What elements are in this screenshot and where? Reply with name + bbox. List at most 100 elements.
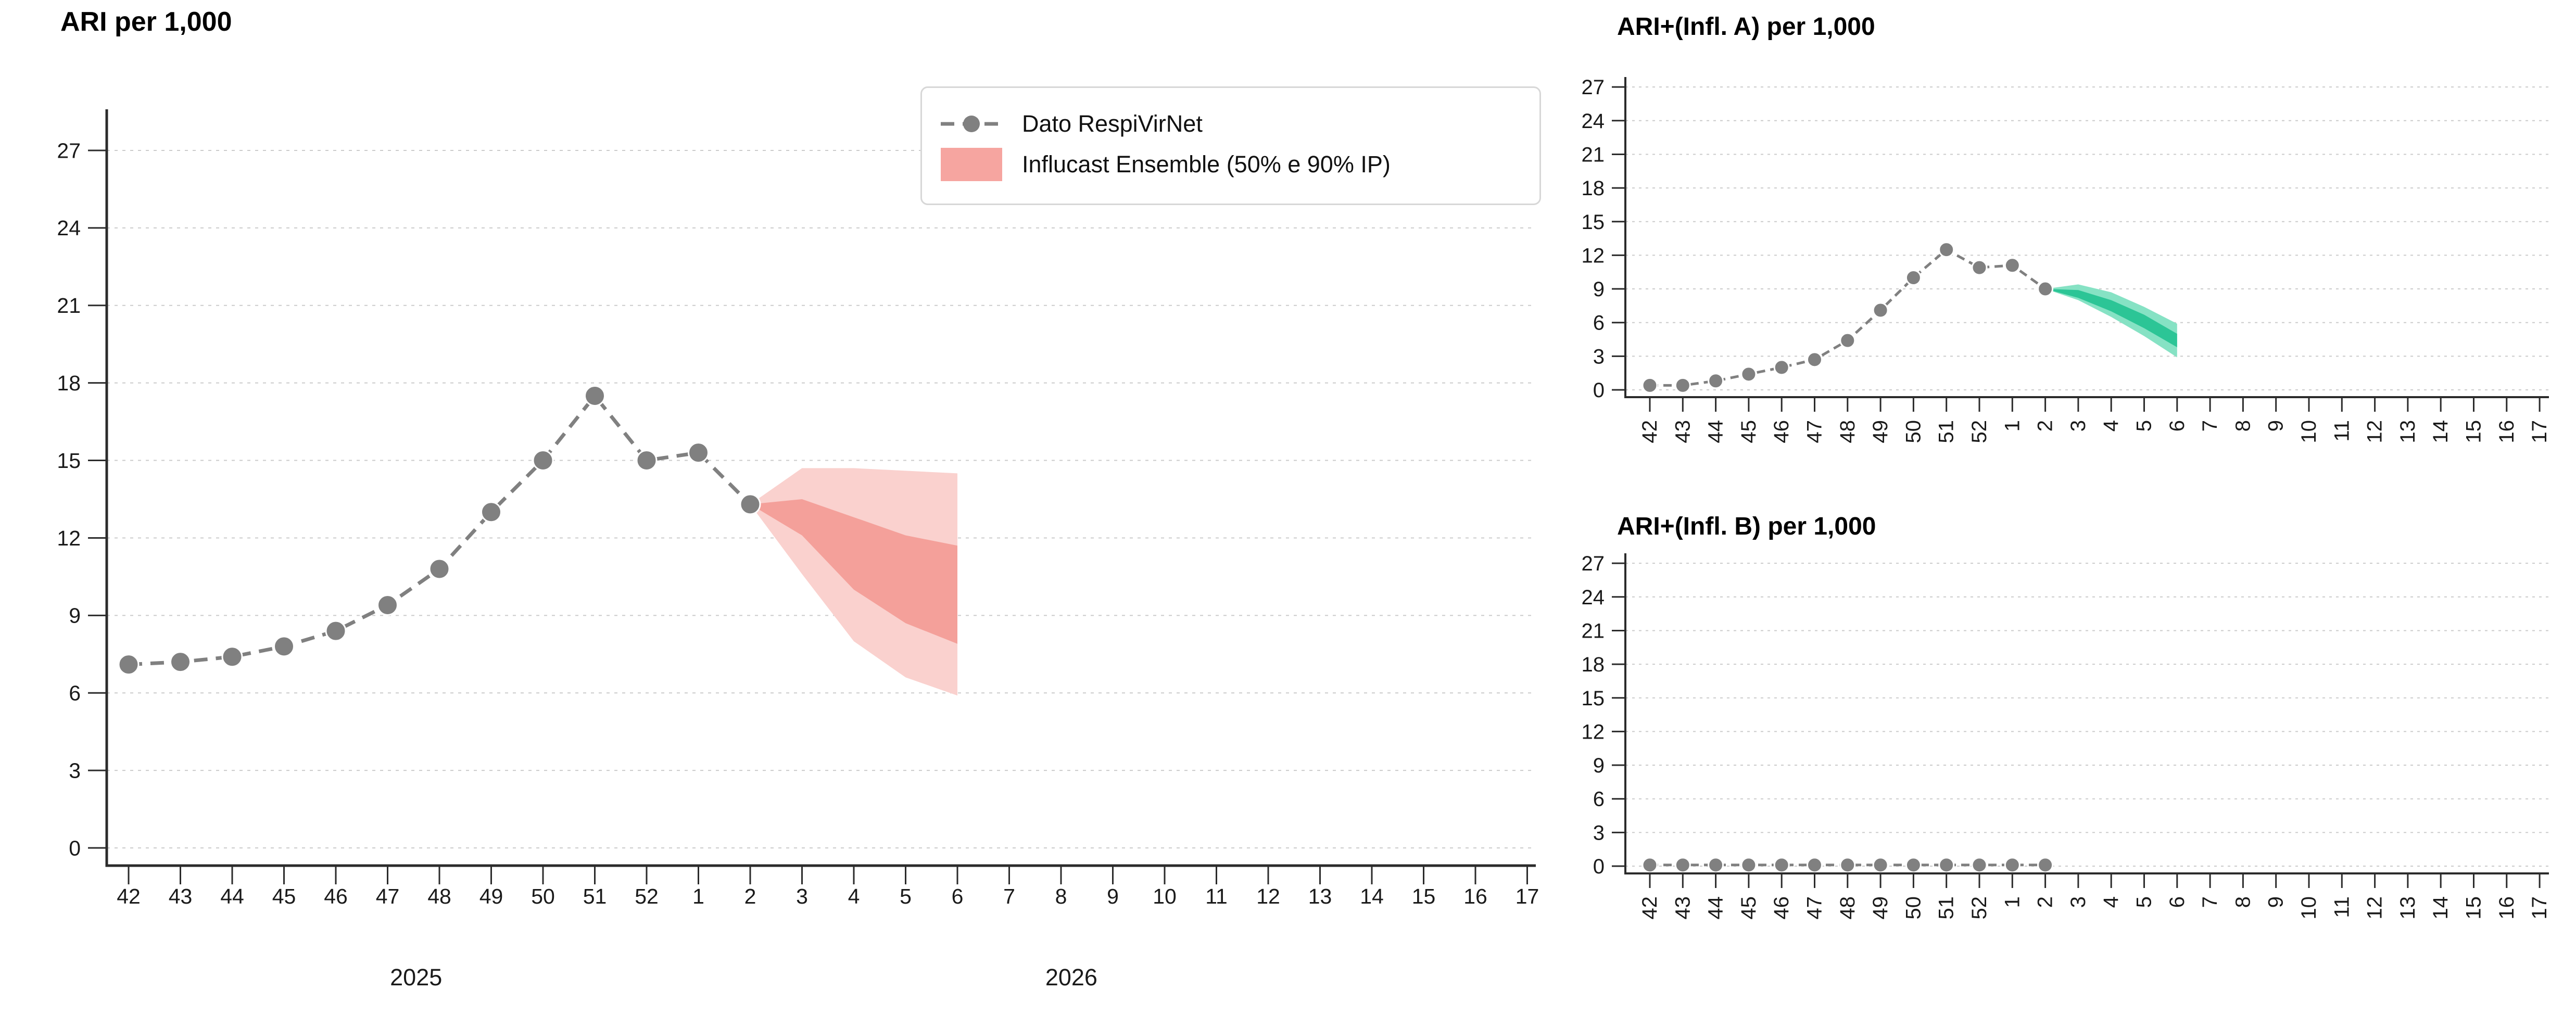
y-tick-label: 0 bbox=[69, 836, 81, 860]
data-point bbox=[1971, 259, 1988, 276]
y-tick-label: 6 bbox=[1593, 312, 1605, 335]
chart-title-ari: ARI per 1,000 bbox=[60, 7, 232, 37]
x-tick-label: 7 bbox=[1003, 884, 1015, 908]
x-tick-label: 42 bbox=[1638, 896, 1661, 920]
x-tick-label: 3 bbox=[796, 884, 808, 908]
legend-item-ensemble: Influcast Ensemble (50% e 90% IP) bbox=[940, 148, 1522, 181]
forecast-band-50 bbox=[2045, 289, 2177, 348]
y-tick-label: 9 bbox=[1593, 754, 1605, 777]
data-point bbox=[1674, 857, 1691, 873]
x-tick-label: 7 bbox=[2199, 896, 2221, 908]
data-point bbox=[1938, 857, 1955, 873]
x-tick-label: 4 bbox=[2100, 896, 2123, 908]
x-tick-label: 51 bbox=[1935, 420, 1958, 443]
x-tick-label: 11 bbox=[1205, 884, 1228, 908]
y-tick-label: 21 bbox=[57, 294, 81, 318]
data-point bbox=[1971, 857, 1988, 873]
x-tick-label: 14 bbox=[2429, 420, 2452, 443]
y-tick-label: 18 bbox=[57, 371, 81, 395]
data-point bbox=[636, 450, 658, 472]
x-tick-label: 46 bbox=[324, 884, 348, 908]
x-tick-label: 47 bbox=[1803, 420, 1826, 443]
x-tick-label: 50 bbox=[531, 884, 555, 908]
data-point bbox=[2037, 281, 2054, 297]
x-tick-label: 15 bbox=[2463, 420, 2485, 443]
data-point bbox=[584, 385, 605, 407]
x-tick-label: 43 bbox=[1671, 420, 1694, 443]
x-tick-label: 6 bbox=[952, 884, 964, 908]
data-point bbox=[273, 636, 295, 657]
x-tick-label: 51 bbox=[1935, 896, 1958, 920]
x-tick-label: 14 bbox=[2429, 896, 2452, 920]
data-point bbox=[221, 646, 243, 668]
x-tick-label: 17 bbox=[2528, 896, 2551, 920]
y-tick-label: 9 bbox=[69, 604, 81, 628]
x-tick-label: 6 bbox=[2166, 420, 2189, 432]
x-tick-label: 44 bbox=[1704, 896, 1727, 920]
data-point bbox=[1839, 332, 1856, 349]
data-point bbox=[2004, 857, 2021, 873]
x-tick-label: 3 bbox=[2067, 420, 2090, 432]
data-point bbox=[532, 450, 554, 472]
y-tick-label: 21 bbox=[1582, 619, 1605, 642]
data-point bbox=[1740, 857, 1757, 873]
x-tick-label: 8 bbox=[2231, 420, 2254, 432]
chart-title-infl-a: ARI+(Infl. A) per 1,000 bbox=[1617, 13, 1875, 41]
x-tick-label: 43 bbox=[1671, 896, 1694, 920]
y-tick-label: 15 bbox=[1582, 211, 1605, 234]
x-tick-label: 46 bbox=[1770, 420, 1793, 443]
x-tick-label: 49 bbox=[1869, 420, 1892, 443]
x-tick-label: 6 bbox=[2166, 896, 2189, 908]
data-point bbox=[1807, 351, 1823, 368]
y-tick-label: 24 bbox=[1582, 110, 1605, 133]
data-point bbox=[739, 493, 761, 515]
y-tick-label: 27 bbox=[57, 138, 81, 162]
x-tick-label: 42 bbox=[1638, 420, 1661, 443]
y-tick-label: 6 bbox=[69, 681, 81, 705]
x-tick-label: 50 bbox=[1902, 420, 1925, 443]
y-tick-label: 9 bbox=[1593, 278, 1605, 301]
y-tick-label: 0 bbox=[1593, 855, 1605, 878]
x-tick-label: 11 bbox=[2330, 420, 2353, 442]
chart-title-infl-b: ARI+(Infl. B) per 1,000 bbox=[1617, 513, 1876, 540]
y-tick-label: 18 bbox=[1582, 177, 1605, 200]
data-point bbox=[1674, 377, 1691, 394]
x-tick-label: 52 bbox=[1968, 420, 1991, 443]
data-point bbox=[2004, 257, 2021, 274]
x-tick-label: 4 bbox=[848, 884, 860, 908]
y-tick-label: 12 bbox=[1582, 720, 1605, 743]
x-tick-label: 9 bbox=[2265, 420, 2288, 432]
x-tick-label: 5 bbox=[2133, 420, 2156, 432]
legend-item-observed: Dato RespiVirNet bbox=[940, 110, 1522, 137]
x-tick-label: 16 bbox=[1463, 884, 1487, 908]
data-point bbox=[688, 442, 709, 464]
data-point bbox=[1905, 857, 1922, 873]
legend: Dato RespiVirNet Influcast Ensemble (50%… bbox=[920, 86, 1541, 205]
x-tick-label: 17 bbox=[1516, 884, 1539, 908]
y-tick-label: 21 bbox=[1582, 143, 1605, 166]
y-tick-label: 27 bbox=[1582, 552, 1605, 575]
x-tick-label: 17 bbox=[2528, 420, 2551, 443]
legend-patch-icon bbox=[940, 148, 1003, 181]
x-tick-label: 9 bbox=[2265, 896, 2288, 908]
data-point bbox=[1708, 373, 1724, 389]
x-tick-label: 15 bbox=[2463, 896, 2485, 920]
x-tick-label: 12 bbox=[1256, 884, 1280, 908]
forecast-band-90 bbox=[2045, 284, 2177, 358]
data-point bbox=[1905, 270, 1922, 286]
data-point bbox=[1740, 366, 1757, 383]
x-tick-label: 1 bbox=[2001, 420, 2024, 432]
data-point bbox=[481, 501, 502, 523]
x-tick-label: 43 bbox=[169, 884, 193, 908]
y-tick-label: 3 bbox=[69, 758, 81, 782]
legend-line-dot-marker-icon bbox=[940, 111, 1003, 136]
x-tick-label: 4 bbox=[2100, 420, 2123, 432]
x-tick-label: 13 bbox=[2396, 896, 2419, 920]
data-point bbox=[2037, 857, 2054, 873]
y-tick-label: 12 bbox=[1582, 244, 1605, 267]
x-tick-label: 49 bbox=[1869, 896, 1892, 920]
x-tick-label: 11 bbox=[2330, 896, 2353, 918]
x-tick-label: 45 bbox=[1737, 896, 1760, 920]
